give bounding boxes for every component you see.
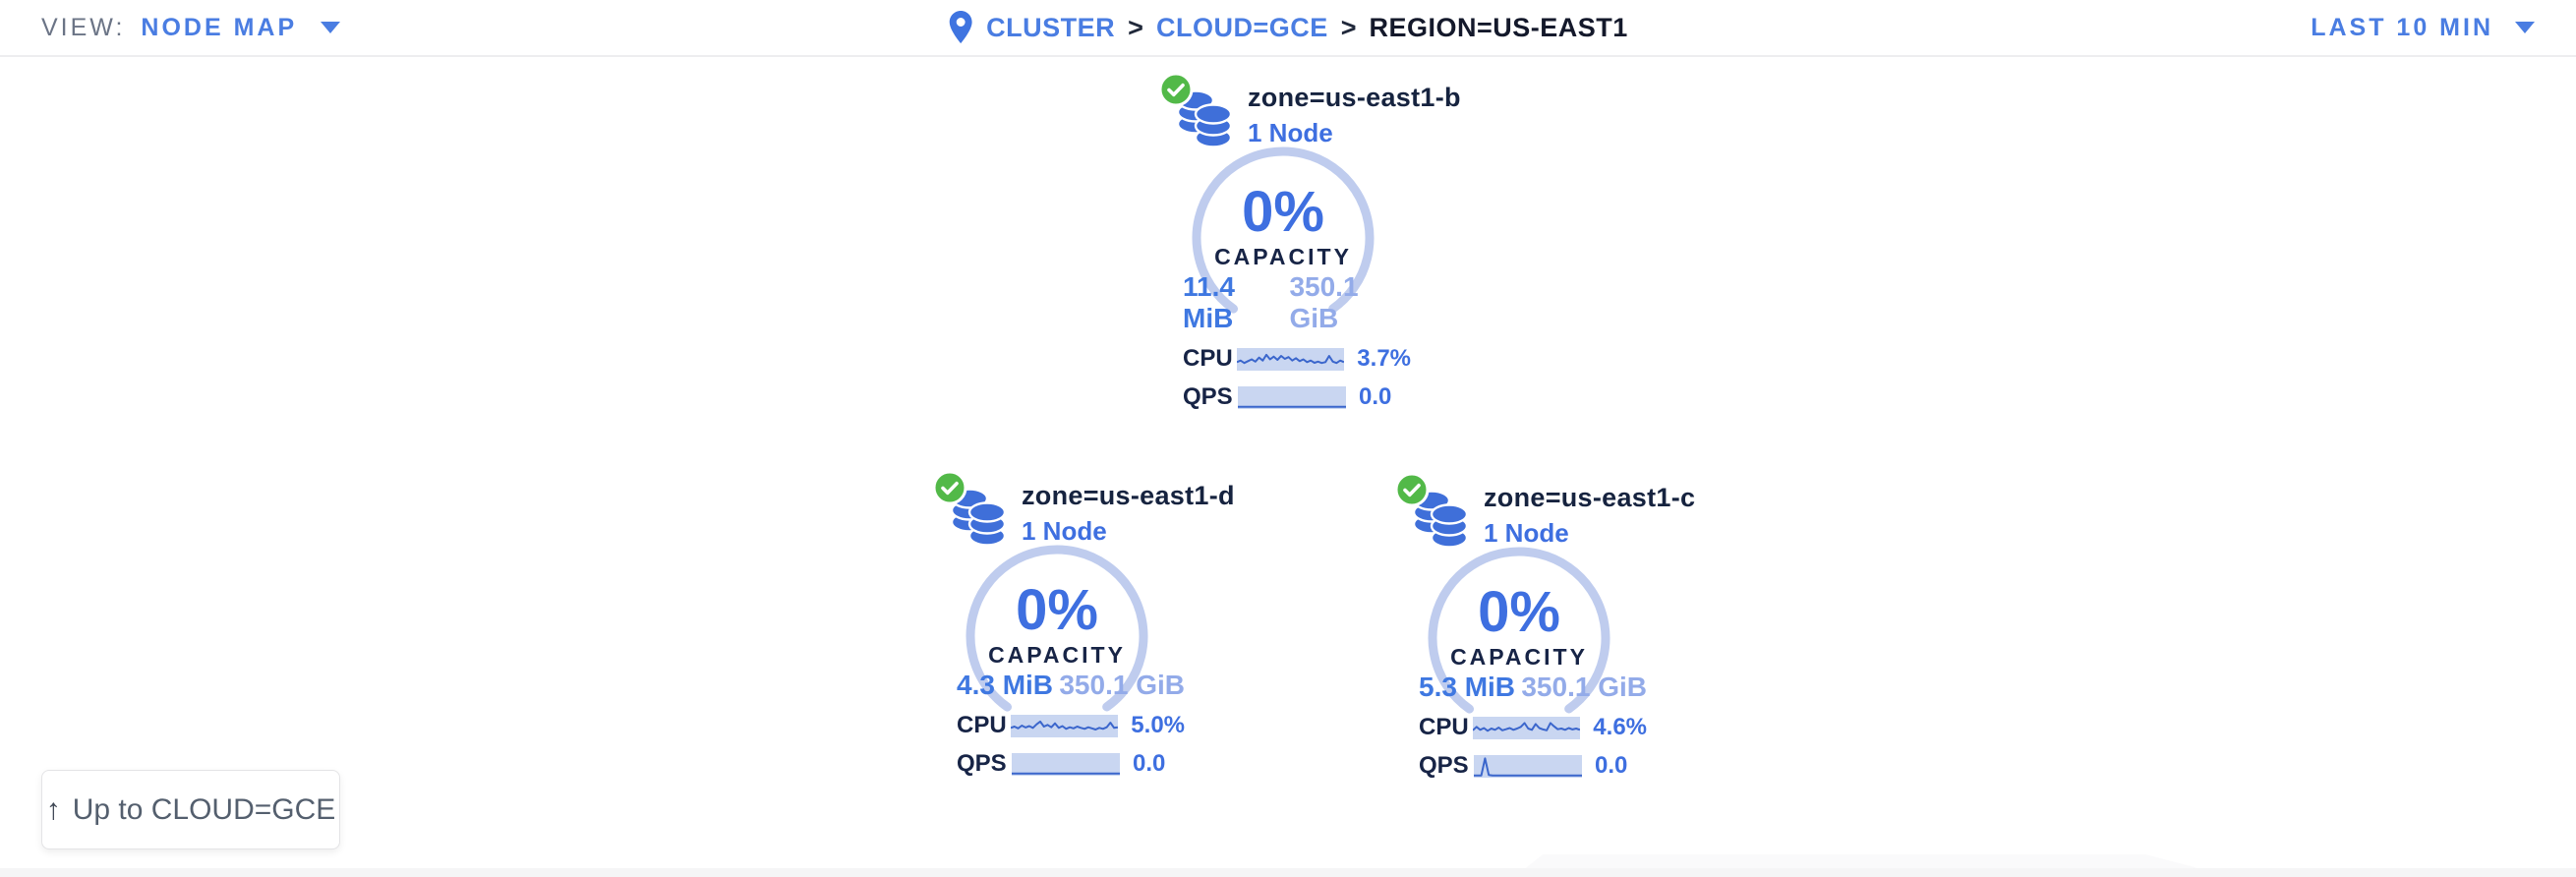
cpu-row: CPU 5.0% [957, 712, 1185, 739]
qps-label: QPS [1183, 383, 1233, 410]
node-count[interactable]: 1 Node [1022, 516, 1107, 546]
cpu-value: 5.0% [1131, 712, 1185, 738]
capacity-values-row: 11.4 MiB 350.1 GiB [1183, 271, 1411, 334]
time-range-label: LAST 10 MIN [2311, 13, 2493, 41]
qps-row: QPS 0.0 [1183, 383, 1411, 411]
zone-stats: 11.4 MiB 350.1 GiB CPU 3.7% QPS 0.0 [1183, 271, 1411, 411]
database-stack-icon [1158, 72, 1234, 151]
zone-name: zone=us-east1-b [1248, 83, 1461, 112]
capacity-label: CAPACITY [1450, 644, 1588, 670]
zone-card-us-east1-b[interactable]: zone=us-east1-b 1 Node 0% CAPACITY 11.4 … [1145, 67, 1461, 411]
node-map-canvas: zone=us-east1-b 1 Node 0% CAPACITY 11.4 … [0, 57, 2576, 877]
cpu-sparkline [1237, 347, 1345, 371]
capacity-arc [1428, 547, 1610, 730]
node-count[interactable]: 1 Node [1484, 518, 1569, 548]
capacity-label: CAPACITY [1214, 244, 1352, 269]
view-switcher-dropdown[interactable]: VIEW: NODE MAP [41, 13, 341, 42]
zone-name: zone=us-east1-c [1484, 483, 1696, 512]
status-ok-icon [1394, 472, 1430, 507]
zone-stats: 5.3 MiB 350.1 GiB CPU 4.6% QPS 0.0 [1419, 672, 1647, 780]
cpu-value: 3.7% [1357, 345, 1411, 372]
caret-down-icon [321, 22, 341, 33]
breadcrumb: CLUSTER > CLOUD=GCE > REGION=US-EAST1 [948, 10, 1628, 45]
cpu-sparkline [1473, 716, 1581, 739]
view-label: VIEW: [41, 13, 126, 41]
capacity-percent: 0% [1242, 180, 1324, 244]
database-stack-icon [932, 470, 1008, 550]
time-range-dropdown[interactable]: LAST 10 MIN [2311, 14, 2535, 42]
qps-row: QPS 0.0 [1419, 752, 1647, 780]
status-ok-icon [1158, 72, 1194, 107]
capacity-total: 350.1 GiB [1059, 670, 1185, 700]
qps-label: QPS [957, 750, 1007, 777]
capacity-label: CAPACITY [988, 642, 1126, 668]
status-ok-icon [932, 470, 967, 505]
qps-sparkline [1238, 385, 1346, 409]
capacity-gauge: 0% CAPACITY [1421, 540, 1617, 736]
qps-row: QPS 0.0 [957, 750, 1185, 778]
zone-name: zone=us-east1-d [1022, 481, 1235, 510]
qps-sparkline [1474, 754, 1582, 778]
view-value: NODE MAP [141, 13, 298, 41]
cpu-value: 4.6% [1593, 714, 1647, 740]
cpu-label: CPU [1419, 714, 1469, 740]
zone-card-titles: zone=us-east1-b 1 Node [1248, 83, 1461, 148]
cpu-row: CPU 4.6% [1419, 714, 1647, 741]
breadcrumb-current-region: REGION=US-EAST1 [1369, 12, 1628, 42]
qps-value: 0.0 [1595, 752, 1628, 779]
caret-down-icon [2515, 22, 2535, 33]
capacity-values-row: 4.3 MiB 350.1 GiB [957, 670, 1185, 701]
cpu-label: CPU [957, 712, 1007, 738]
topbar: VIEW: NODE MAP CLUSTER > CLOUD=GCE > REG… [0, 0, 2576, 57]
capacity-gauge: 0% CAPACITY [1185, 140, 1381, 336]
capacity-total: 350.1 GiB [1289, 271, 1359, 333]
capacity-arc [1192, 146, 1375, 329]
up-to-parent-button[interactable]: ↑ Up to CLOUD=GCE [41, 770, 340, 849]
breadcrumb-link-cloud-gce[interactable]: CLOUD=GCE [1155, 12, 1328, 42]
zone-card-us-east1-c[interactable]: zone=us-east1-c 1 Node 0% CAPACITY 5.3 M… [1381, 467, 1695, 780]
database-stack-icon [1394, 472, 1470, 552]
qps-value: 0.0 [1133, 750, 1166, 777]
up-arrow-icon: ↑ [45, 792, 61, 826]
zone-card-header: zone=us-east1-b 1 Node [1145, 67, 1461, 151]
breadcrumb-separator: > [1128, 12, 1143, 42]
capacity-percent: 0% [1478, 580, 1560, 644]
qps-label: QPS [1419, 752, 1469, 779]
cpu-row: CPU 3.7% [1183, 345, 1411, 373]
map-edge-decoration [0, 868, 2576, 877]
qps-sparkline [1012, 752, 1120, 776]
capacity-arc [966, 545, 1148, 728]
capacity-values-row: 5.3 MiB 350.1 GiB [1419, 672, 1647, 703]
zone-card-titles: zone=us-east1-c 1 Node [1484, 483, 1695, 549]
capacity-used: 4.3 MiB [957, 670, 1054, 700]
zone-card-header: zone=us-east1-d 1 Node [919, 465, 1235, 550]
capacity-used: 5.3 MiB [1419, 672, 1516, 702]
zone-card-header: zone=us-east1-c 1 Node [1381, 467, 1695, 552]
location-pin-icon [949, 11, 972, 44]
zone-card-titles: zone=us-east1-d 1 Node [1022, 481, 1235, 547]
up-button-label: Up to CLOUD=GCE [72, 792, 336, 826]
breadcrumb-link-cluster[interactable]: CLUSTER [986, 12, 1116, 42]
qps-value: 0.0 [1359, 383, 1392, 410]
capacity-gauge: 0% CAPACITY [959, 538, 1155, 734]
zone-card-us-east1-d[interactable]: zone=us-east1-d 1 Node 0% CAPACITY 4.3 M… [919, 465, 1235, 778]
zone-stats: 4.3 MiB 350.1 GiB CPU 5.0% QPS 0.0 [957, 670, 1185, 778]
node-count[interactable]: 1 Node [1248, 118, 1333, 147]
capacity-total: 350.1 GiB [1521, 672, 1647, 702]
cpu-sparkline [1011, 714, 1119, 737]
cpu-label: CPU [1183, 345, 1233, 372]
breadcrumb-separator: > [1340, 12, 1357, 42]
capacity-percent: 0% [1016, 578, 1098, 642]
capacity-used: 11.4 MiB [1183, 271, 1235, 333]
